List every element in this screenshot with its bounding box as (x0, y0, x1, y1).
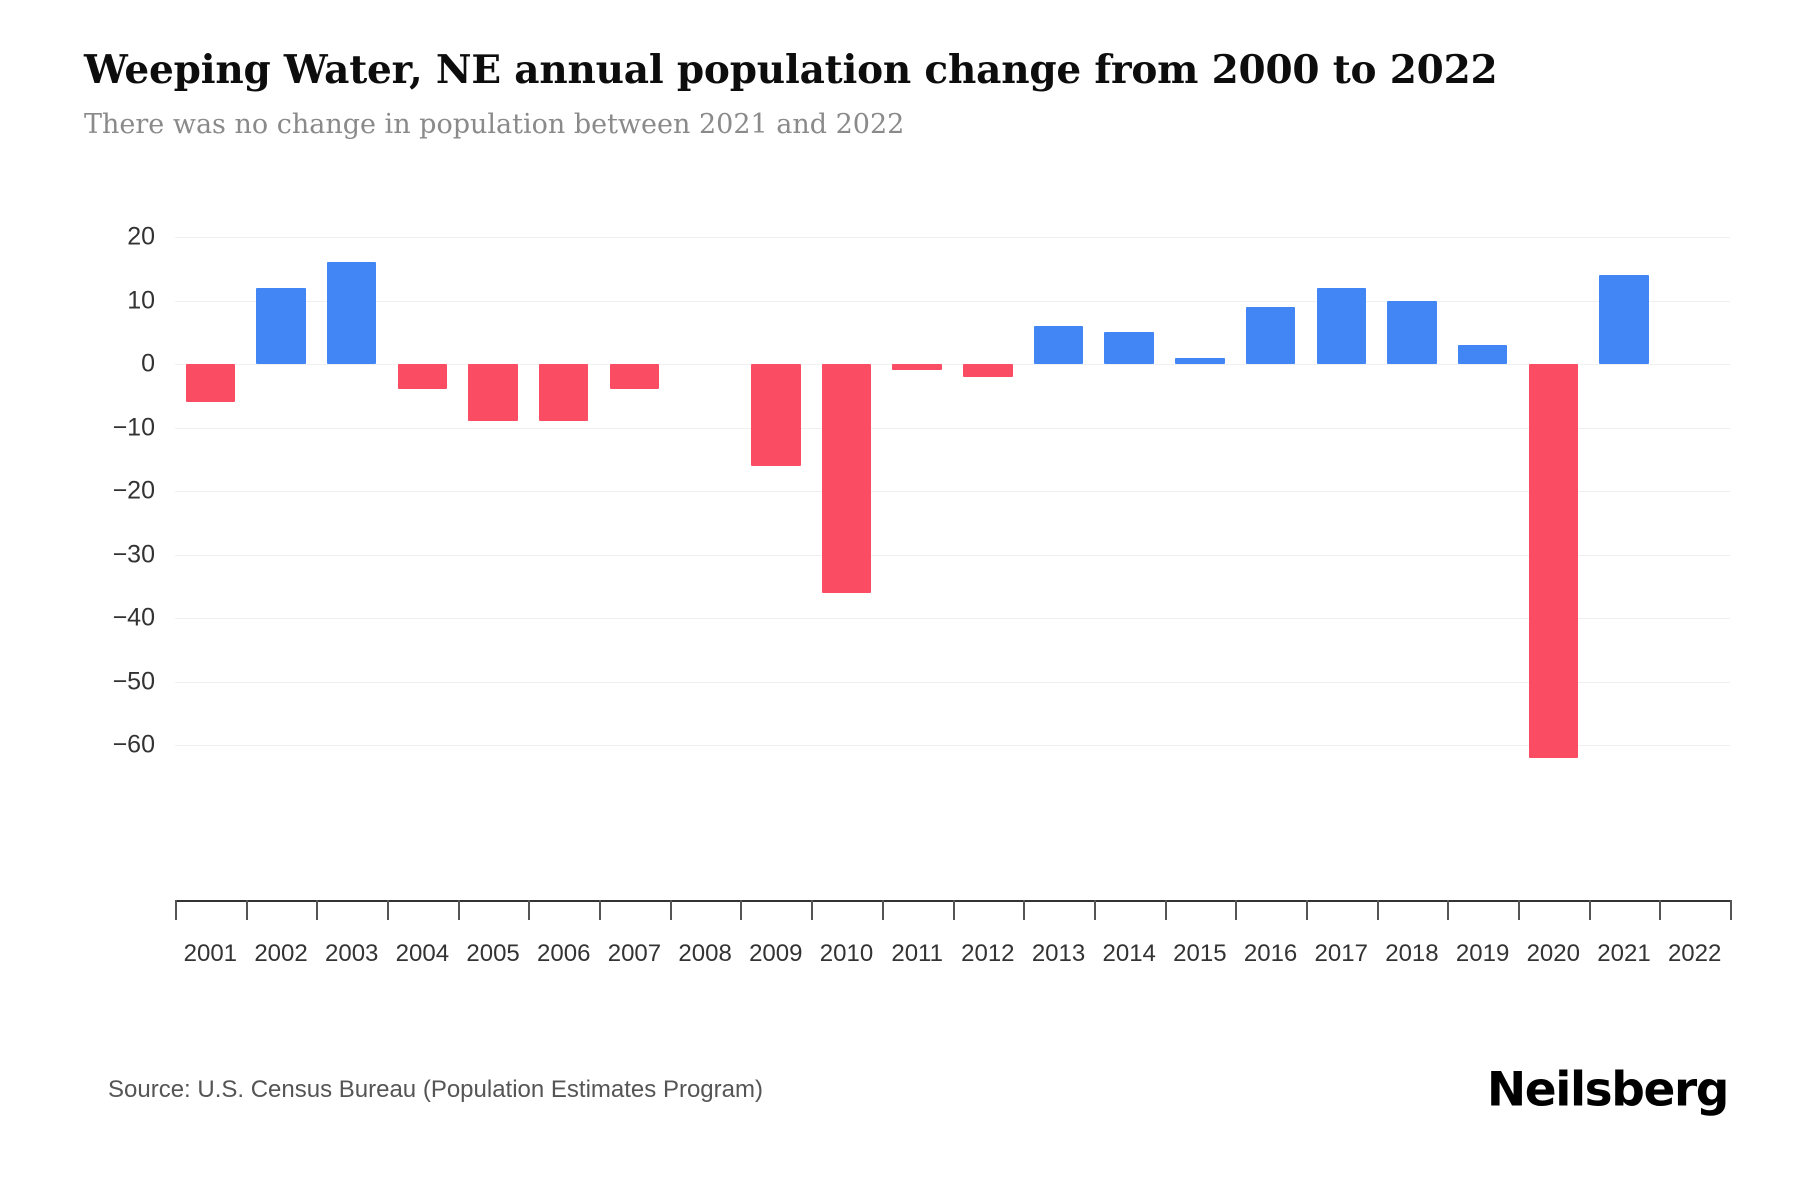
x-axis-tick (811, 900, 814, 920)
x-axis-tick (1023, 900, 1026, 920)
y-axis-tick-label: 20 (127, 222, 155, 251)
gridline (175, 300, 1730, 302)
x-axis-tick (457, 900, 460, 920)
bar-2019[interactable] (1457, 344, 1508, 364)
x-axis-tick-label: 2016 (1243, 940, 1298, 967)
x-axis-tick (316, 900, 319, 920)
bar-2001[interactable] (185, 364, 236, 403)
bar-2007[interactable] (609, 364, 660, 390)
x-axis-tick (1093, 900, 1096, 920)
bar-2013[interactable] (1033, 325, 1084, 364)
y-axis-tick-label: −10 (112, 413, 155, 441)
x-axis-tick (952, 900, 955, 920)
bar-2006[interactable] (539, 364, 589, 422)
x-axis-tick (881, 900, 884, 920)
bar-2004[interactable] (397, 364, 448, 390)
gridline (175, 427, 1730, 429)
x-axis-tick (1164, 900, 1167, 920)
x-axis-tick-label: 2019 (1455, 940, 1510, 967)
y-axis-tick-label: 10 (127, 286, 155, 314)
bar-2010[interactable] (821, 364, 872, 593)
bar-2009[interactable] (751, 364, 801, 466)
x-axis-tick-label: 2010 (819, 940, 874, 967)
x-axis-tick-label: 2022 (1667, 940, 1722, 967)
gridline (175, 491, 1730, 492)
gridline (175, 681, 1730, 683)
x-axis-tick (387, 900, 390, 920)
x-axis-tick (1588, 900, 1591, 920)
x-axis-tick-label: 2008 (678, 940, 732, 967)
x-axis-tick (1730, 900, 1732, 920)
x-axis-line (175, 900, 1730, 902)
bar-2003[interactable] (326, 262, 377, 364)
x-axis-tick (599, 900, 602, 920)
bar-2011[interactable] (892, 364, 942, 371)
chart-header: Weeping Water, NE annual population chan… (84, 48, 1724, 141)
x-axis-tick (1447, 900, 1450, 920)
x-axis-tick-label: 2020 (1526, 940, 1580, 967)
x-axis-tick-label: 2005 (466, 940, 520, 967)
x-axis-tick-label: 2015 (1173, 940, 1227, 967)
x-axis-tick (1376, 900, 1379, 920)
x-axis-tick-label: 2013 (1031, 940, 1086, 967)
bar-2002[interactable] (256, 287, 306, 364)
x-axis-tick (1305, 900, 1308, 920)
x-axis-tick-label: 2021 (1597, 940, 1651, 967)
gridline (175, 364, 1730, 365)
x-axis-tick-label: 2003 (325, 940, 379, 967)
page-title: Weeping Water, NE annual population chan… (84, 47, 1498, 93)
bar-2005[interactable] (468, 364, 518, 422)
bar-2012[interactable] (963, 364, 1013, 377)
gridline (175, 745, 1730, 746)
bar-2016[interactable] (1245, 306, 1296, 364)
x-axis-tick (528, 900, 531, 920)
x-axis-tick (740, 900, 743, 920)
y-axis-tick-label: 0 (141, 349, 155, 378)
x-axis-tick-label: 2017 (1314, 940, 1368, 967)
x-axis-tick-label: 2006 (537, 940, 591, 967)
x-axis-tick (1517, 900, 1520, 920)
x-axis-tick-label: 2018 (1385, 940, 1439, 967)
x-axis-tick (175, 900, 177, 920)
gridline (175, 554, 1730, 556)
x-axis-tick (669, 900, 672, 920)
bar-2020[interactable] (1528, 364, 1579, 758)
gridline (175, 618, 1730, 619)
bar-2015[interactable] (1175, 357, 1225, 364)
x-axis-tick (1235, 900, 1238, 920)
x-axis-tick-label: 2014 (1102, 940, 1156, 967)
gridline (175, 237, 1730, 238)
bar-2021[interactable] (1599, 275, 1649, 364)
x-axis-tick-label: 2002 (254, 940, 308, 967)
y-axis-tick-label: −60 (112, 730, 155, 759)
x-axis-tick-label: 2007 (607, 940, 662, 967)
x-axis-tick (245, 900, 248, 920)
source-note: Source: U.S. Census Bureau (Population E… (108, 1076, 763, 1103)
bar-2018[interactable] (1387, 300, 1437, 364)
y-axis-tick-label: −20 (112, 476, 155, 505)
y-axis-tick-label: −30 (112, 540, 155, 568)
bar-2017[interactable] (1316, 287, 1366, 364)
x-axis-tick (1659, 900, 1662, 920)
x-axis-tick-label: 2001 (183, 940, 238, 967)
x-axis-tick-label: 2009 (749, 940, 803, 967)
x-axis-tick-label: 2004 (395, 940, 450, 967)
bar-2014[interactable] (1104, 332, 1154, 364)
chart-subtitle: There was no change in population betwee… (84, 108, 905, 140)
neilsberg-logo: Neilsberg (1486, 1062, 1730, 1118)
x-axis-tick-label: 2012 (961, 940, 1015, 967)
y-axis-tick-label: −50 (112, 667, 155, 695)
y-axis-tick-label: −40 (112, 603, 155, 632)
x-axis-tick-label: 2011 (891, 940, 943, 967)
